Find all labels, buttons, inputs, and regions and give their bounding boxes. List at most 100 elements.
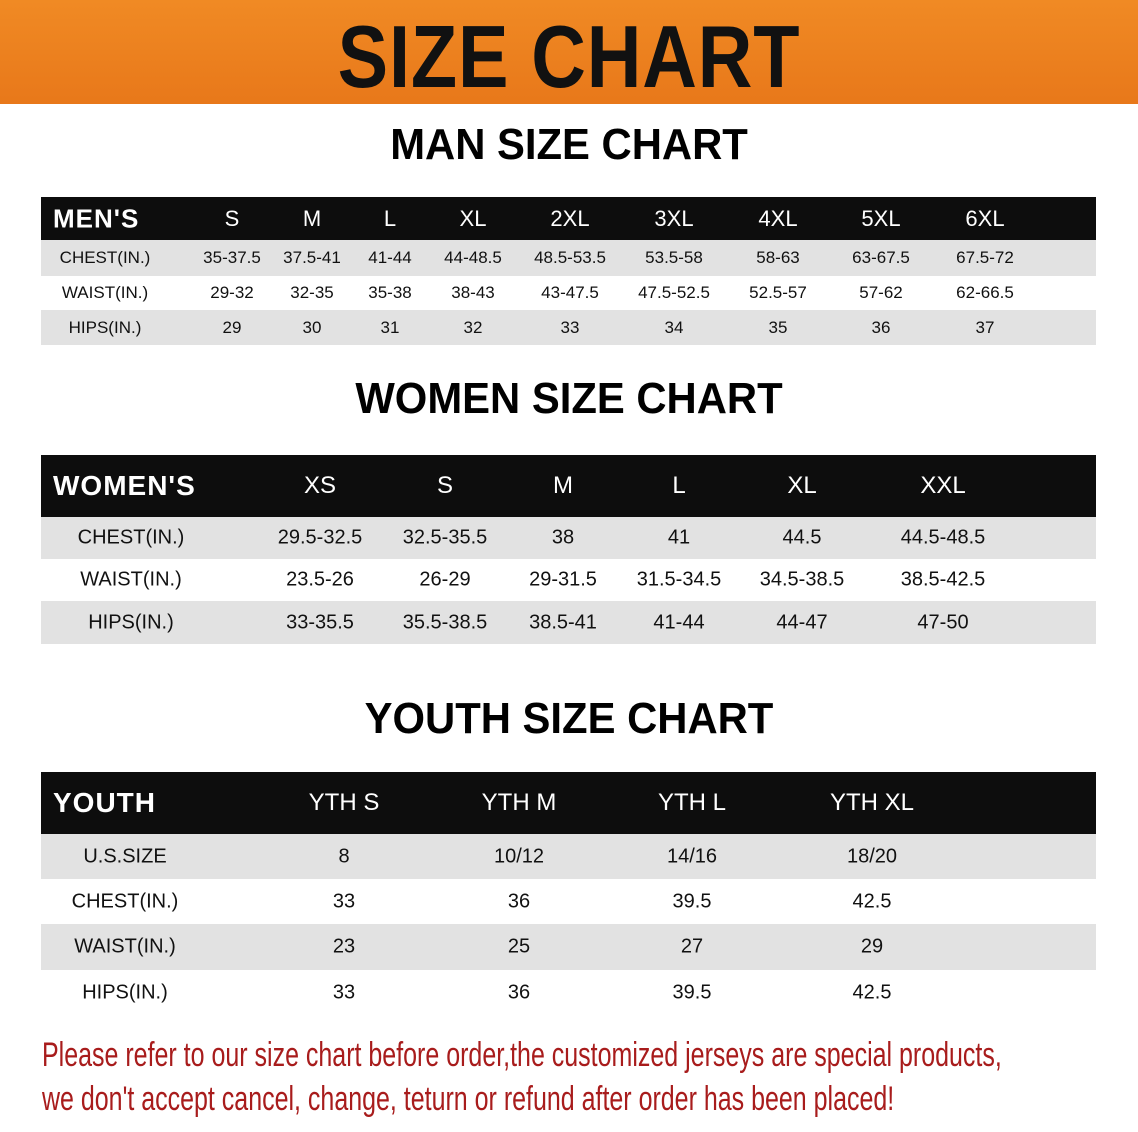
size-header: L [383, 205, 397, 231]
women-header-label: WOMEN'S [53, 470, 196, 501]
measurement-cell: 63-67.5 [852, 248, 910, 267]
size-header: XL [787, 472, 817, 499]
measurement-cell: 42.5 [852, 981, 892, 1003]
measurement-cell: 44.5 [782, 526, 822, 549]
men-size-table: MEN'S S M L XL 2XL 3XL 4XL 5XL 6XL CHEST(IN.) 35-37… [41, 197, 1096, 345]
measurement-cell: 8 [338, 845, 350, 867]
measurement-cell: 33 [332, 890, 356, 912]
measurement-cell: 31 [380, 317, 400, 337]
measurement-cell: 35-37.5 [203, 248, 261, 267]
size-header: 2XL [550, 205, 590, 231]
size-header: 5XL [861, 205, 901, 231]
men-header-row: MEN'S S M L XL 2XL 3XL 4XL 5XL 6XL [41, 197, 1096, 240]
measurement-cell: 48.5-53.5 [534, 248, 606, 267]
measurement-cell: 47.5-52.5 [638, 283, 710, 302]
measurement-cell: 38.5-41 [529, 611, 597, 633]
row-label: HIPS(IN.) [88, 611, 174, 633]
measurement-cell: 18/20 [846, 845, 898, 867]
measurement-cell: 27 [680, 935, 704, 958]
row-label: WAIST(IN.) [74, 935, 176, 958]
measurement-cell: 44-48.5 [444, 248, 502, 267]
measurement-cell: 37 [975, 317, 995, 337]
measurement-cell: 26-29 [419, 568, 471, 591]
measurement-cell: 30 [302, 317, 322, 337]
size-header: YTH L [657, 789, 727, 816]
measurement-cell: 39.5 [672, 890, 712, 912]
measurement-cell: 36 [507, 981, 531, 1003]
measurement-cell: 31.5-34.5 [636, 568, 722, 591]
size-header: YTH XL [829, 789, 915, 816]
measurement-cell: 53.5-58 [645, 248, 703, 267]
measurement-cell: 33 [332, 981, 356, 1003]
youth-header-row: YOUTH YTH S YTH M YTH L YTH XL [41, 772, 1096, 834]
measurement-cell: 36 [871, 317, 891, 337]
measurement-cell: 29 [860, 935, 884, 958]
banner-title: SIZE CHART [337, 7, 801, 106]
measurement-cell: 44.5-48.5 [900, 526, 986, 549]
measurement-cell: 38 [551, 526, 575, 549]
table-row: WAIST(IN.) 23 25 27 29 [41, 924, 1096, 970]
women-section-title: WOMEN SIZE CHART [355, 374, 783, 423]
measurement-cell: 37.5-41 [283, 248, 341, 267]
row-label: WAIST(IN.) [80, 568, 182, 591]
row-label: WAIST(IN.) [61, 283, 149, 302]
table-row: HIPS(IN.) 33 36 39.5 42.5 [41, 970, 1096, 1015]
table-row: WAIST(IN.) 23.5-26 26-29 29-31.5 31.5-34.5 34… [41, 559, 1096, 601]
measurement-cell: 62-66.5 [956, 283, 1014, 302]
women-size-table: WOMEN'S XS S M L XL XXL CHEST(IN.) 29.5-32.5 32.5… [41, 455, 1096, 644]
measurement-cell: 29 [222, 317, 242, 337]
row-label: HIPS(IN.) [82, 981, 168, 1003]
table-row: CHEST(IN.) 29.5-32.5 32.5-35.5 38 41 44.5 44.5… [41, 517, 1096, 559]
measurement-cell: 67.5-72 [956, 248, 1014, 267]
measurement-cell: 36 [507, 890, 531, 912]
youth-header-label: YOUTH [53, 787, 156, 818]
measurement-cell: 47-50 [917, 611, 969, 633]
measurement-cell: 43-47.5 [541, 283, 599, 302]
measurement-cell: 34.5-38.5 [759, 568, 845, 591]
measurement-cell: 35 [768, 317, 788, 337]
measurement-cell: 41-44 [653, 611, 705, 633]
size-header: 3XL [654, 205, 694, 231]
row-label: CHEST(IN.) [77, 526, 185, 549]
row-label: U.S.SIZE [83, 845, 167, 867]
size-header: 4XL [758, 205, 798, 231]
women-header-row: WOMEN'S XS S M L XL XXL [41, 455, 1096, 517]
size-header: XS [303, 472, 337, 499]
size-chart-banner: SIZE CHART [0, 0, 1138, 106]
measurement-cell: 23.5-26 [286, 568, 354, 591]
size-header: 6XL [965, 205, 1005, 231]
table-row: CHEST(IN.) 35-37.5 37.5-41 41-44 44-48.5 48.5… [41, 240, 1096, 276]
measurement-cell: 10/12 [493, 845, 545, 867]
youth-section-title: YOUTH SIZE CHART [364, 694, 774, 743]
table-row: WAIST(IN.) 29-32 32-35 35-38 38-43 43-47.5 47.… [41, 276, 1096, 310]
measurement-cell: 41 [667, 526, 691, 549]
measurement-cell: 42.5 [852, 890, 892, 912]
size-header: M [553, 472, 573, 499]
measurement-cell: 44-47 [776, 611, 828, 633]
measurement-cell: 35.5-38.5 [402, 611, 488, 633]
table-row: U.S.SIZE 8 10/12 14/16 18/20 [41, 834, 1096, 879]
measurement-cell: 32 [463, 317, 483, 337]
table-row: CHEST(IN.) 33 36 39.5 42.5 [41, 879, 1096, 924]
row-label: CHEST(IN.) [71, 890, 179, 912]
measurement-cell: 58-63 [756, 248, 800, 267]
size-header: S [224, 205, 240, 231]
measurement-cell: 29-32 [210, 283, 254, 302]
measurement-cell: 41-44 [368, 248, 412, 267]
youth-size-table: YOUTH YTH S YTH M YTH L YTH XL U.S.SIZE 8 10/12… [41, 772, 1096, 1015]
men-header-label: MEN'S [53, 203, 140, 233]
size-header: XXL [920, 472, 966, 499]
measurement-cell: 32-35 [290, 283, 334, 302]
measurement-cell: 35-38 [368, 283, 412, 302]
measurement-cell: 52.5-57 [749, 283, 807, 302]
size-header: M [302, 205, 322, 231]
measurement-cell: 57-62 [859, 283, 903, 302]
table-row: HIPS(IN.) 33-35.5 35.5-38.5 38.5-41 41-44 44-… [41, 601, 1096, 644]
table-row: HIPS(IN.) 29 30 31 32 33 34 35 36 37 [41, 310, 1096, 345]
measurement-cell: 33 [560, 317, 580, 337]
measurement-cell: 39.5 [672, 981, 712, 1003]
men-section-title: MAN SIZE CHART [390, 120, 748, 169]
size-header: XL [459, 205, 487, 231]
notice-line-1: Please refer to our size chart before or… [42, 1036, 1002, 1074]
measurement-cell: 38.5-42.5 [900, 568, 986, 591]
